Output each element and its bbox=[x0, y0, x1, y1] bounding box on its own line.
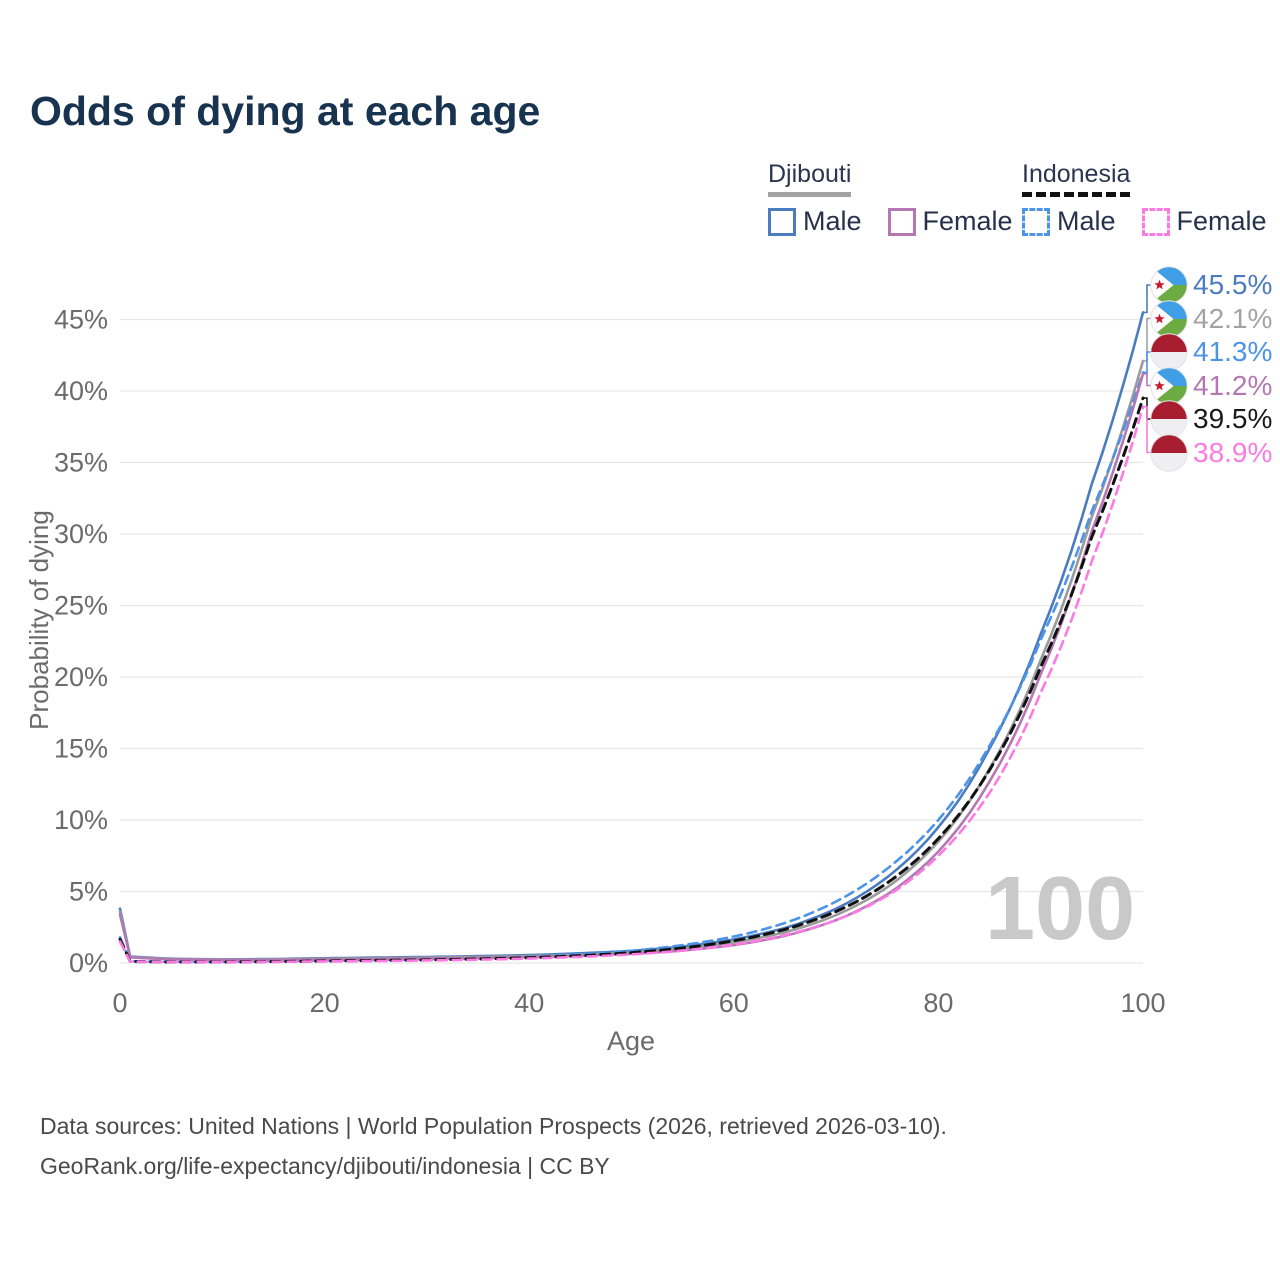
end-label-row: 41.2% bbox=[1150, 366, 1273, 405]
attribution-line: GeoRank.org/life-expectancy/djibouti/ind… bbox=[40, 1153, 610, 1179]
y-tick-label: 0% bbox=[69, 948, 108, 978]
end-value: 42.1% bbox=[1193, 302, 1273, 334]
x-axis-title: Age bbox=[607, 1026, 655, 1056]
djibouti-flag-icon bbox=[1150, 299, 1188, 338]
end-label-row: 45.5% bbox=[1150, 266, 1272, 304]
djibouti-male-swatch bbox=[768, 207, 796, 236]
indonesia-female-swatch bbox=[1141, 207, 1170, 236]
djibouti-flag-icon bbox=[1150, 366, 1188, 405]
y-tick-label: 10% bbox=[54, 805, 108, 835]
end-label-row: 38.9% bbox=[1150, 433, 1273, 472]
y-axis-title: Probability of dying bbox=[24, 510, 54, 730]
label-connector bbox=[1143, 373, 1151, 387]
y-tick-label: 20% bbox=[54, 662, 108, 692]
label-connector bbox=[1143, 405, 1151, 454]
page-title: Odds of dying at each age bbox=[30, 88, 541, 134]
end-value: 38.9% bbox=[1193, 436, 1273, 468]
y-tick-label: 40% bbox=[54, 376, 108, 406]
legend-label: Male bbox=[803, 206, 862, 236]
legend-indonesia-title: Indonesia bbox=[1022, 160, 1131, 197]
y-tick-label: 15% bbox=[54, 734, 108, 764]
legend-label: Male bbox=[1057, 206, 1116, 236]
legend-item-indonesia-male[interactable]: Male bbox=[1022, 206, 1116, 237]
label-connector bbox=[1143, 284, 1151, 314]
indonesia-flag-icon bbox=[1150, 400, 1188, 438]
end-value: 45.5% bbox=[1193, 269, 1273, 300]
y-tick-label: 45% bbox=[54, 305, 108, 335]
legend-item-djibouti-male[interactable]: Male bbox=[768, 206, 862, 237]
indonesia-flag-icon bbox=[1150, 333, 1188, 371]
x-tick-label: 60 bbox=[719, 988, 749, 1018]
indonesia-flag-icon bbox=[1150, 433, 1188, 472]
end-label-row: 39.5% bbox=[1150, 400, 1272, 438]
x-tick-label: 20 bbox=[310, 988, 340, 1018]
x-tick-label: 80 bbox=[923, 988, 953, 1018]
end-label-row: 41.3% bbox=[1150, 333, 1272, 371]
y-tick-label: 5% bbox=[69, 877, 108, 907]
legend-label: Female bbox=[1176, 206, 1267, 236]
legend-label: Female bbox=[922, 206, 1013, 236]
legend-item-indonesia-female[interactable]: Female bbox=[1141, 206, 1267, 237]
indonesia-male-swatch bbox=[1022, 207, 1050, 236]
end-value: 39.5% bbox=[1193, 403, 1273, 434]
djibouti-female-swatch bbox=[887, 207, 916, 236]
series-line bbox=[118, 405, 1145, 964]
y-tick-label: 25% bbox=[54, 591, 108, 621]
y-tick-label: 35% bbox=[54, 448, 108, 478]
end-value: 41.3% bbox=[1193, 336, 1273, 367]
legend-group-djibouti: Djibouti Male Female bbox=[768, 160, 1013, 237]
data-source-line: Data sources: United Nations | World Pop… bbox=[40, 1113, 947, 1139]
x-tick-label: 100 bbox=[1120, 988, 1165, 1018]
x-tick-label: 40 bbox=[514, 988, 544, 1018]
y-tick-label: 30% bbox=[54, 519, 108, 549]
end-value: 41.2% bbox=[1193, 369, 1273, 401]
label-connector bbox=[1143, 351, 1151, 374]
legend-djibouti-title: Djibouti bbox=[768, 160, 852, 197]
age-watermark: 100 bbox=[985, 859, 1136, 959]
end-label-row: 42.1% bbox=[1150, 299, 1273, 338]
djibouti-flag-icon bbox=[1150, 266, 1188, 304]
x-tick-label: 0 bbox=[112, 988, 127, 1018]
legend-item-djibouti-female[interactable]: Female bbox=[887, 206, 1013, 237]
legend-group-indonesia: Indonesia Male Female bbox=[1022, 160, 1267, 237]
label-connector bbox=[1143, 317, 1151, 362]
